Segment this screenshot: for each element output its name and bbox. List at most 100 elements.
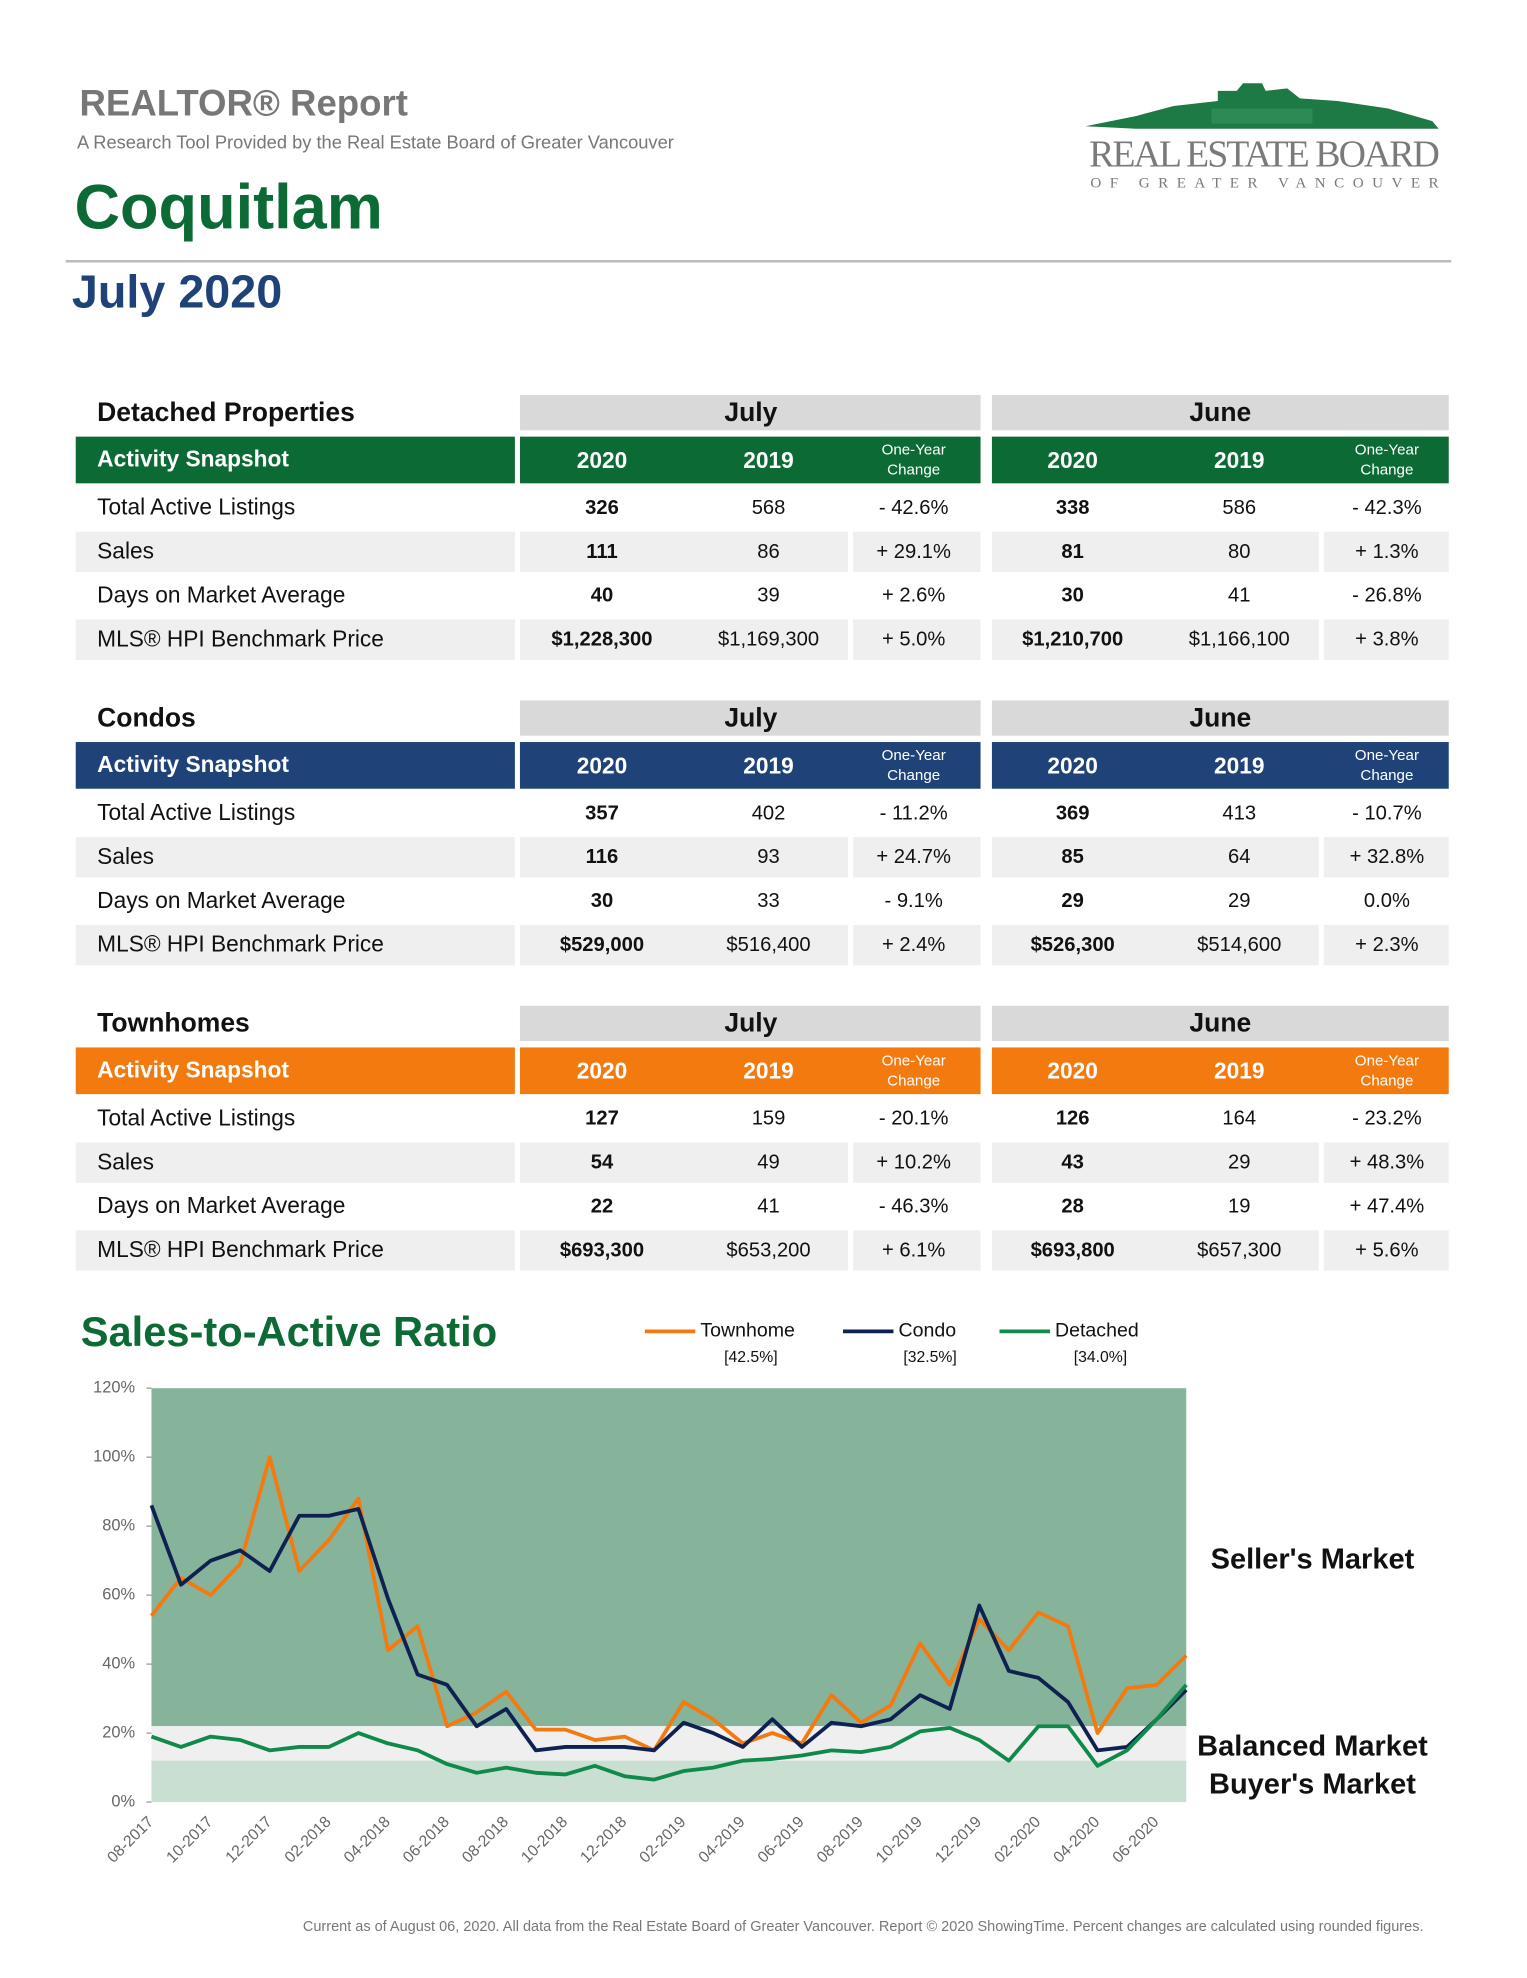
period-header-bg [519, 700, 981, 736]
column-header: 2020 [1047, 1058, 1098, 1084]
cell-value: 19 [1228, 1196, 1250, 1218]
cell-value: 39 [757, 585, 779, 607]
cell-value: - 11.2% [880, 802, 948, 824]
cell-value: 49 [757, 1152, 779, 1174]
x-tick-label: 04-2019 [696, 1813, 749, 1866]
snapshot-label: Activity Snapshot [97, 751, 289, 777]
x-tick-label: 10-2018 [518, 1813, 571, 1866]
cell-value: + 6.1% [882, 1239, 945, 1261]
cell-value: $1,169,300 [718, 629, 819, 651]
cell-value: 41 [1228, 585, 1250, 607]
column-bar [991, 742, 1449, 789]
x-tick-label: 02-2018 [282, 1813, 335, 1866]
chart: Sales-to-Active Ratio Seller's Market Bal… [81, 1308, 1428, 1866]
row-label: Total Active Listings [97, 799, 295, 825]
report-period: July 2020 [72, 266, 282, 318]
x-tick-label: 08-2018 [459, 1813, 512, 1866]
column-bar [519, 436, 981, 484]
cell-value: 326 [585, 497, 619, 519]
x-tick-label: 10-2017 [163, 1814, 216, 1867]
y-tick-label: 40% [102, 1654, 135, 1672]
cell-value: - 10.7% [1352, 802, 1422, 824]
row-shade [991, 531, 1319, 573]
cell-value: - 9.1% [884, 890, 942, 912]
row-label: Days on Market Average [97, 887, 345, 913]
report-subtitle: A Research Tool Provided by the Real Est… [77, 132, 674, 153]
cell-value: $653,200 [726, 1239, 810, 1261]
column-header: Change [1360, 1073, 1413, 1090]
row-shade [991, 1142, 1319, 1183]
cell-value: 402 [752, 802, 786, 824]
row-shade [519, 924, 849, 966]
row-shade [519, 531, 849, 573]
cell-value: 357 [585, 802, 619, 824]
row-shade [991, 837, 1319, 878]
legend-name: Condo [899, 1320, 957, 1342]
y-tick-label: 120% [93, 1378, 135, 1396]
cell-value: + 5.0% [882, 629, 945, 651]
cell-value: 81 [1061, 541, 1083, 563]
row-shade [519, 1230, 849, 1271]
y-tick-label: 80% [102, 1516, 135, 1534]
x-tick-label: 02-2020 [991, 1813, 1044, 1866]
period-header-bg [991, 1005, 1449, 1042]
cell-value: + 29.1% [876, 541, 951, 563]
cell-value: 127 [585, 1108, 619, 1130]
logo-buildings [1211, 108, 1313, 124]
column-header: 2019 [743, 1058, 794, 1084]
cell-value: $529,000 [560, 934, 644, 956]
x-tick-label: 06-2020 [1110, 1813, 1163, 1866]
row-shade [519, 619, 849, 660]
row-label: Total Active Listings [97, 494, 295, 520]
y-tick-label: 0% [111, 1792, 135, 1810]
x-tick-label: 12-2018 [577, 1813, 630, 1866]
row-shade [1323, 619, 1449, 660]
column-header: 2019 [1214, 447, 1265, 473]
period-label: July [724, 397, 777, 427]
column-bar [519, 1047, 981, 1095]
x-tick-label: 08-2017 [104, 1814, 157, 1867]
cell-value: 54 [591, 1152, 614, 1174]
cell-value: 338 [1056, 497, 1090, 519]
cell-value: 29 [1228, 890, 1250, 912]
row-shade [75, 924, 515, 966]
column-header: Change [887, 462, 940, 479]
cell-value: 33 [757, 890, 779, 912]
zone-label: Buyer's Market [1209, 1768, 1416, 1800]
row-label: Days on Market Average [97, 581, 345, 607]
row-shade [75, 837, 515, 878]
row-shade [991, 924, 1319, 966]
cell-value: + 47.4% [1350, 1196, 1425, 1218]
legend-latest: [42.5%] [724, 1349, 777, 1366]
column-bar [991, 436, 1449, 484]
cell-value: $693,300 [560, 1239, 644, 1261]
cell-value: 80 [1228, 541, 1250, 563]
cell-value: + 24.7% [876, 846, 951, 868]
x-tick-label: 06-2018 [400, 1813, 453, 1866]
logo: REAL ESTATE BOARD OF GREATER VANCOUVER [1085, 83, 1440, 192]
row-shade [75, 1230, 515, 1271]
period-label: July [724, 1008, 777, 1038]
period-label: June [1189, 702, 1251, 732]
market-zone [151, 1726, 1187, 1761]
column-header: 2019 [1214, 752, 1265, 778]
period-label: July [724, 702, 777, 732]
y-tick-label: 20% [102, 1723, 135, 1741]
row-shade [853, 924, 981, 966]
cell-value: 111 [586, 541, 617, 563]
row-shade [853, 837, 981, 878]
period-label: June [1189, 1008, 1251, 1038]
cell-value: - 26.8% [1352, 585, 1422, 607]
cell-value: + 2.6% [882, 585, 945, 607]
x-tick-label: 06-2019 [755, 1813, 808, 1866]
cell-value: $693,800 [1031, 1239, 1115, 1261]
cell-value: $1,166,100 [1189, 629, 1290, 651]
row-shade [75, 1142, 515, 1183]
row-shade [1323, 924, 1449, 966]
cell-value: 159 [752, 1108, 786, 1130]
column-header: 2019 [743, 752, 794, 778]
column-header: Change [887, 767, 940, 784]
column-bar [519, 742, 981, 789]
